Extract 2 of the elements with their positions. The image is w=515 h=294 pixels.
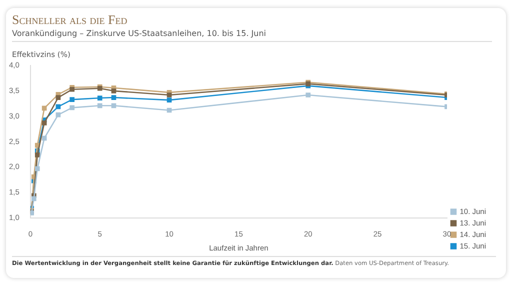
- chart-title: Schneller als die Fed: [12, 12, 128, 28]
- chart-subtitle: Vorankündigung – Zinskurve US-Staatsanleihen, 10. bis 15. Juni: [12, 29, 492, 42]
